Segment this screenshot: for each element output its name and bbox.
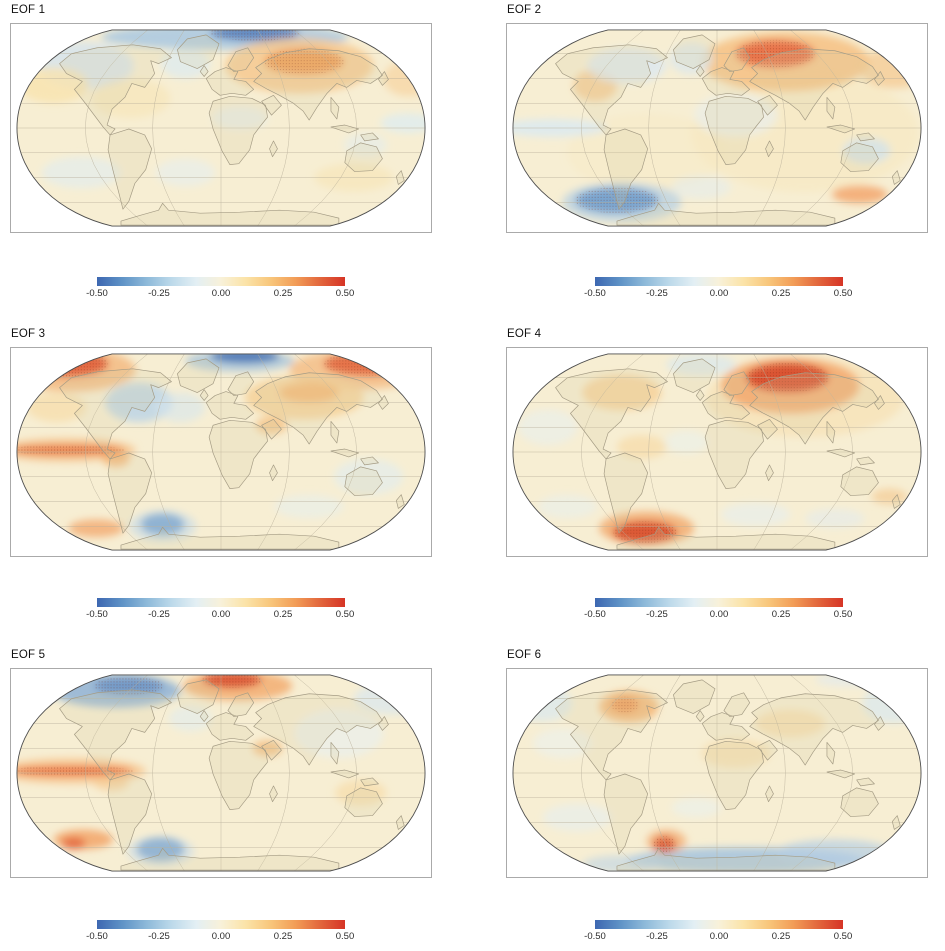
panel-title: EOF 6 (507, 649, 542, 661)
world-map (16, 29, 426, 227)
colorbar-tick: 0.25 (771, 288, 791, 299)
colorbar-tick: 0.00 (709, 288, 729, 299)
colorbar-tick: -0.25 (148, 931, 170, 942)
map-panel-eof4 (506, 347, 928, 557)
colorbar-tick: 0.25 (273, 609, 293, 620)
colorbar-tick: -0.25 (148, 609, 170, 620)
colorbar-tick: 0.00 (709, 609, 729, 620)
map-panel-eof6 (506, 668, 928, 878)
colorbar-gradient (97, 920, 345, 929)
colorbar: -0.50 -0.25 0.00 0.25 0.50 (86, 277, 354, 299)
colorbar-tick: -0.50 (86, 288, 108, 299)
colorbar-tick: 0.00 (211, 609, 231, 620)
map-panel-eof1 (10, 23, 432, 233)
colorbar-tick: 0.50 (335, 288, 355, 299)
world-map (512, 353, 922, 551)
colorbar-tick: 0.50 (833, 931, 853, 942)
colorbar-gradient (595, 598, 843, 607)
world-map (16, 674, 426, 872)
colorbar: -0.50 -0.25 0.00 0.25 0.50 (86, 598, 354, 620)
colorbar-tick: -0.25 (148, 288, 170, 299)
colorbar-tick: -0.25 (646, 288, 668, 299)
world-map (16, 353, 426, 551)
world-map (512, 29, 922, 227)
panel-title: EOF 4 (507, 328, 542, 340)
colorbar-tick: 0.25 (771, 609, 791, 620)
colorbar: -0.50 -0.25 0.00 0.25 0.50 (584, 920, 852, 942)
colorbar-tick: -0.50 (86, 931, 108, 942)
colorbar-tick: 0.25 (771, 931, 791, 942)
colorbar-tick: 0.00 (709, 931, 729, 942)
panel-title: EOF 5 (11, 649, 46, 661)
colorbar-tick: -0.50 (584, 931, 606, 942)
colorbar-tick: -0.50 (86, 609, 108, 620)
colorbar-tick: -0.25 (646, 931, 668, 942)
colorbar-gradient (97, 598, 345, 607)
colorbar: -0.50 -0.25 0.00 0.25 0.50 (86, 920, 354, 942)
colorbar-tick: -0.25 (646, 609, 668, 620)
colorbar-tick: 0.50 (335, 609, 355, 620)
colorbar: -0.50 -0.25 0.00 0.25 0.50 (584, 277, 852, 299)
panel-title: EOF 1 (11, 4, 46, 16)
colorbar-tick: 0.25 (273, 288, 293, 299)
colorbar-gradient (595, 920, 843, 929)
map-panel-eof5 (10, 668, 432, 878)
colorbar: -0.50 -0.25 0.00 0.25 0.50 (584, 598, 852, 620)
colorbar-tick: 0.00 (211, 288, 231, 299)
world-map (512, 674, 922, 872)
colorbar-gradient (97, 277, 345, 286)
colorbar-tick: 0.50 (833, 609, 853, 620)
panel-title: EOF 3 (11, 328, 46, 340)
colorbar-tick: -0.50 (584, 609, 606, 620)
colorbar-tick: -0.50 (584, 288, 606, 299)
colorbar-tick: 0.50 (335, 931, 355, 942)
map-panel-eof2 (506, 23, 928, 233)
map-panel-eof3 (10, 347, 432, 557)
colorbar-tick: 0.50 (833, 288, 853, 299)
panel-title: EOF 2 (507, 4, 542, 16)
colorbar-gradient (595, 277, 843, 286)
colorbar-tick: 0.25 (273, 931, 293, 942)
colorbar-tick: 0.00 (211, 931, 231, 942)
